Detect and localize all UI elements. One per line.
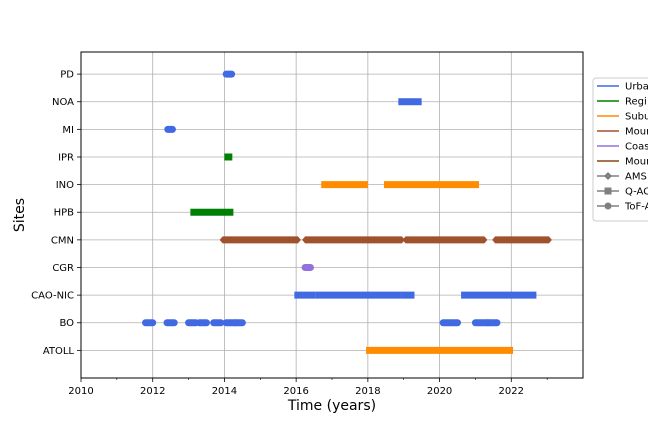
legend-marker-diamond — [604, 172, 612, 180]
y-tick-label-atoll: ATOLL — [43, 346, 75, 357]
bar-cao-nic — [315, 291, 402, 299]
y-tick-label-cgr: CGR — [52, 263, 74, 274]
bar-bo — [163, 319, 178, 327]
bar-ino — [321, 181, 368, 189]
y-tick-label-ipr: IPR — [58, 152, 74, 163]
bar-ipr — [224, 153, 233, 161]
bar-bo — [210, 319, 225, 327]
x-tick-label: 2020 — [427, 386, 452, 397]
legend-box — [592, 77, 648, 222]
bar-bo — [142, 319, 157, 327]
bar-cgr — [301, 263, 314, 271]
x-tick-label: 2012 — [140, 386, 165, 397]
legend-label: Urba — [625, 82, 648, 93]
legend-label: AMS — [625, 172, 647, 183]
legend-label: Regi — [625, 97, 647, 108]
bar-bo — [439, 319, 461, 327]
y-tick-label-ino: INO — [56, 180, 74, 191]
legend-label: Q-AC — [625, 187, 648, 198]
legend-label: Coas — [625, 142, 648, 153]
bar-noa — [398, 98, 422, 106]
bar-cmn — [470, 236, 488, 244]
bar-cmn — [302, 236, 405, 244]
bar-mi — [164, 125, 176, 133]
bar-bo — [484, 319, 501, 327]
grid — [80, 52, 583, 378]
x-axis: 2010 2012 2014 2016 2018 2020 2022 — [68, 378, 548, 397]
legend-marker-circle — [604, 202, 612, 210]
data-bars — [142, 70, 552, 354]
plot-frame — [80, 51, 584, 379]
x-tick-label: 2014 — [212, 386, 237, 397]
y-tick-label-hpb: HPB — [54, 208, 75, 219]
bar-cmn — [492, 236, 552, 244]
bar-bo — [231, 319, 246, 327]
y-axis: ATOLL BO CAO-NIC CGR CMN HPB INO IPR MI NOA PD — [31, 70, 81, 357]
bar-cmn — [402, 236, 441, 244]
legend-label: Moun — [625, 157, 648, 168]
bar-hpb — [190, 208, 234, 216]
y-tick-label-cao-nic: CAO-NIC — [31, 291, 74, 302]
bar-cmn — [219, 236, 301, 244]
bar-cao-nic — [294, 291, 316, 299]
x-tick-label: 2016 — [283, 386, 308, 397]
bar-cao-nic — [461, 291, 537, 299]
bar-cmn — [434, 236, 477, 244]
x-tick-label: 2022 — [499, 386, 524, 397]
bar-atoll — [366, 346, 514, 354]
bar-bo — [195, 319, 210, 327]
bar-cao-nic — [401, 291, 415, 299]
legend: Urba Regi Subu Moun Coas Moun AMS Q-AC ToF-A — [592, 77, 648, 222]
y-tick-label-mi: MI — [62, 125, 74, 136]
y-tick-label-bo: BO — [59, 318, 74, 329]
bar-ino — [383, 181, 480, 189]
legend-label: Moun — [625, 127, 648, 138]
legend-label: Subu — [625, 112, 648, 123]
y-tick-label-pd: PD — [60, 70, 74, 81]
y-axis-label: Sites — [12, 198, 28, 232]
x-tick-label: 2010 — [68, 386, 93, 397]
bar-bo — [185, 319, 200, 327]
y-tick-label-cmn: CMN — [51, 235, 74, 246]
legend-label: ToF-A — [624, 202, 648, 213]
bar-pd — [222, 70, 236, 78]
legend-marker-square — [604, 187, 612, 195]
x-tick-label: 2018 — [355, 386, 380, 397]
x-axis-label: Time (years) — [287, 398, 376, 414]
y-tick-label-noa: NOA — [52, 97, 74, 108]
